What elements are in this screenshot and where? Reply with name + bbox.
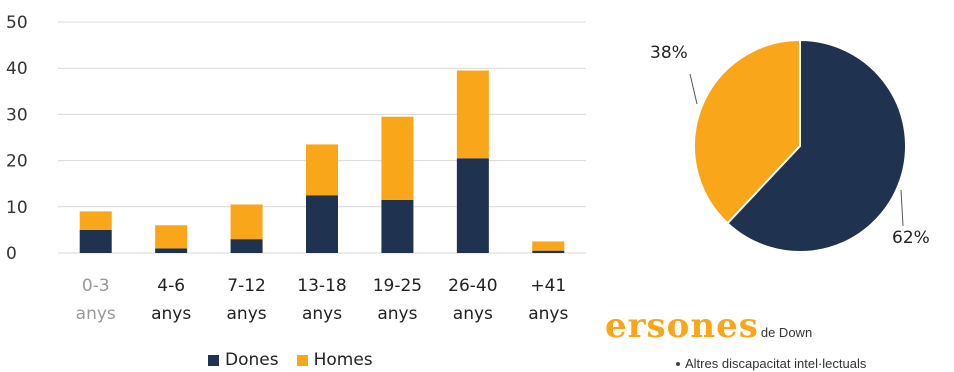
legend-label-homes: Homes (313, 350, 373, 370)
leader-line (900, 189, 904, 227)
x-tick-label: anys (377, 304, 417, 324)
legend-bullet-icon (676, 361, 680, 366)
overlay-text: ersones (605, 306, 759, 346)
pie-legend-item-1: ersones de Down (605, 306, 812, 346)
y-tick-label: 40 (6, 59, 28, 79)
x-tick-label: anys (227, 304, 267, 324)
y-axis-ticks: 0 10 20 30 40 50 (6, 13, 28, 264)
y-tick-label: 20 (6, 152, 28, 172)
x-tick-label: anys (151, 304, 191, 324)
bar-homes-2 (230, 204, 263, 240)
bars (79, 70, 565, 253)
pie-slices (693, 38, 907, 253)
pie-legend-item-2: Altres discapacitat intel·lectuals (676, 356, 866, 371)
bar-homes-3 (306, 144, 338, 196)
x-tick-label: +41 (530, 276, 566, 296)
bar-legend: Dones Homes (208, 350, 373, 370)
x-tick-label: 0-3 (82, 276, 110, 296)
bar-dones-6 (532, 250, 565, 253)
bar-homes-0 (79, 211, 112, 230)
bar-dones-4 (381, 199, 414, 253)
pie-slice-1 (693, 38, 801, 225)
bar-homes-6 (532, 241, 565, 251)
pie-label-0: 62% (892, 228, 930, 248)
pie-chart: 62% 38% (650, 38, 930, 253)
y-tick-label: 0 (6, 244, 17, 264)
legend-swatch-dones (208, 354, 219, 366)
bar-dones-5 (456, 158, 489, 253)
x-tick-label: 26-40 (448, 276, 497, 296)
bar-dones-1 (155, 248, 188, 253)
bar-dones-3 (306, 195, 338, 253)
bar-homes-1 (155, 225, 188, 249)
pie-value-labels: 62% 38% (650, 43, 930, 248)
x-tick-label: anys (528, 304, 568, 324)
x-axis-labels: 0-3 anys 4-6 anys 7-12 anys 13-18 anys 19-25 anys… (76, 276, 569, 324)
pie-label-1: 38% (650, 43, 688, 63)
bar-dones-2 (230, 239, 263, 253)
x-tick-label: anys (453, 304, 493, 324)
leader-line (689, 73, 698, 105)
legend-label-dones: Dones (225, 350, 279, 370)
pie-slice-0 (726, 38, 907, 253)
x-tick-label: 4-6 (157, 276, 185, 296)
legend-item-dones: Dones (208, 350, 279, 370)
y-tick-label: 10 (6, 198, 28, 218)
legend-item-homes: Homes (296, 350, 373, 370)
bar-homes-4 (381, 116, 414, 200)
x-tick-label: 7-12 (227, 276, 266, 296)
y-tick-label: 50 (6, 13, 28, 33)
bar-dones-0 (79, 229, 112, 253)
x-tick-label: 19-25 (373, 276, 422, 296)
y-tick-label: 30 (6, 105, 28, 125)
legend-swatch-homes (296, 354, 308, 366)
x-tick-label: 13-18 (297, 276, 346, 296)
bar-homes-5 (456, 70, 489, 159)
pie-legend-label-2: Altres discapacitat intel·lectuals (685, 356, 867, 371)
x-tick-label: anys (302, 304, 342, 324)
pie-legend-label-1: de Down (760, 325, 813, 340)
stacked-bar-chart: 0 10 20 30 40 50 0-3 anys 4-6 anys 7-12 anys 13-18 a… (6, 13, 586, 324)
x-tick-label: anys (76, 304, 116, 324)
